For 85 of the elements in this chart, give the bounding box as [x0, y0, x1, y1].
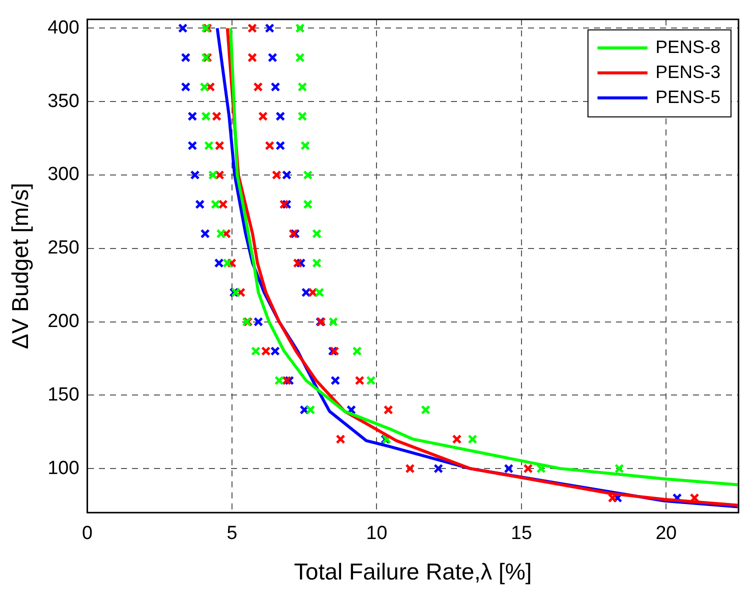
point [261, 346, 271, 356]
point [279, 200, 289, 210]
point [268, 52, 278, 62]
point [614, 464, 624, 474]
point [188, 140, 198, 150]
point [306, 405, 316, 415]
point [504, 464, 514, 474]
point [276, 111, 286, 122]
point [420, 405, 430, 415]
point [190, 170, 200, 180]
point [214, 140, 224, 150]
point [254, 316, 264, 327]
point [200, 82, 210, 92]
point [298, 82, 308, 92]
point [295, 23, 305, 33]
point [300, 140, 310, 150]
point [264, 23, 274, 33]
legend-label: PENS-8 [655, 36, 721, 57]
point [270, 82, 280, 92]
point [247, 23, 258, 33]
y-tick-label: 200 [48, 311, 80, 332]
point [178, 23, 188, 33]
point [434, 464, 444, 474]
point [253, 82, 263, 92]
y-tick-label: 300 [48, 164, 80, 186]
y-axis-title: ΔV Budget [m/s] [7, 182, 34, 350]
point [264, 140, 274, 150]
x-tick-label: 5 [226, 523, 238, 544]
y-tick-label: 250 [48, 238, 80, 259]
point [247, 52, 258, 62]
point [352, 346, 362, 356]
y-tick-label: 350 [48, 90, 80, 112]
y-tick-label: 100 [48, 458, 80, 479]
point [523, 464, 533, 474]
point [295, 52, 305, 62]
point [270, 346, 280, 356]
point [201, 111, 211, 122]
point [312, 258, 322, 268]
legend-label: PENS-3 [655, 62, 721, 82]
point [366, 376, 376, 386]
point [180, 82, 190, 92]
point [314, 288, 324, 298]
y-tick-label: 400 [48, 17, 80, 38]
point [258, 111, 268, 122]
point [452, 434, 462, 444]
point [274, 376, 284, 386]
point [346, 405, 356, 415]
point [204, 140, 214, 150]
legend-label: PENS-5 [655, 86, 721, 107]
point [354, 376, 364, 386]
x-tick-label: 10 [366, 523, 388, 544]
point [330, 376, 340, 386]
point [384, 405, 394, 415]
point [536, 464, 546, 474]
y-tick-label: 150 [48, 384, 80, 406]
point [250, 346, 261, 356]
point [292, 258, 302, 268]
point [180, 52, 190, 62]
point [216, 228, 226, 238]
point [272, 170, 282, 180]
point [303, 200, 313, 210]
point [282, 170, 292, 180]
point [608, 493, 618, 503]
point [214, 258, 224, 268]
point [336, 434, 346, 444]
x-tick-label: 0 [82, 523, 93, 544]
point [222, 258, 232, 268]
point [218, 200, 228, 210]
point [208, 170, 218, 180]
point [328, 316, 338, 327]
point [276, 140, 286, 150]
point [188, 111, 198, 122]
point [298, 111, 308, 122]
point [210, 200, 220, 210]
point [195, 200, 205, 210]
point [468, 434, 478, 444]
point [282, 376, 292, 386]
x-tick-label: 20 [656, 523, 677, 544]
point [405, 464, 415, 474]
x-axis-title: Total Failure Rate,λ [%] [294, 558, 532, 585]
x-tick-label: 15 [510, 523, 532, 544]
point [200, 228, 210, 238]
point [303, 170, 313, 180]
point [312, 228, 322, 238]
point [212, 111, 222, 122]
